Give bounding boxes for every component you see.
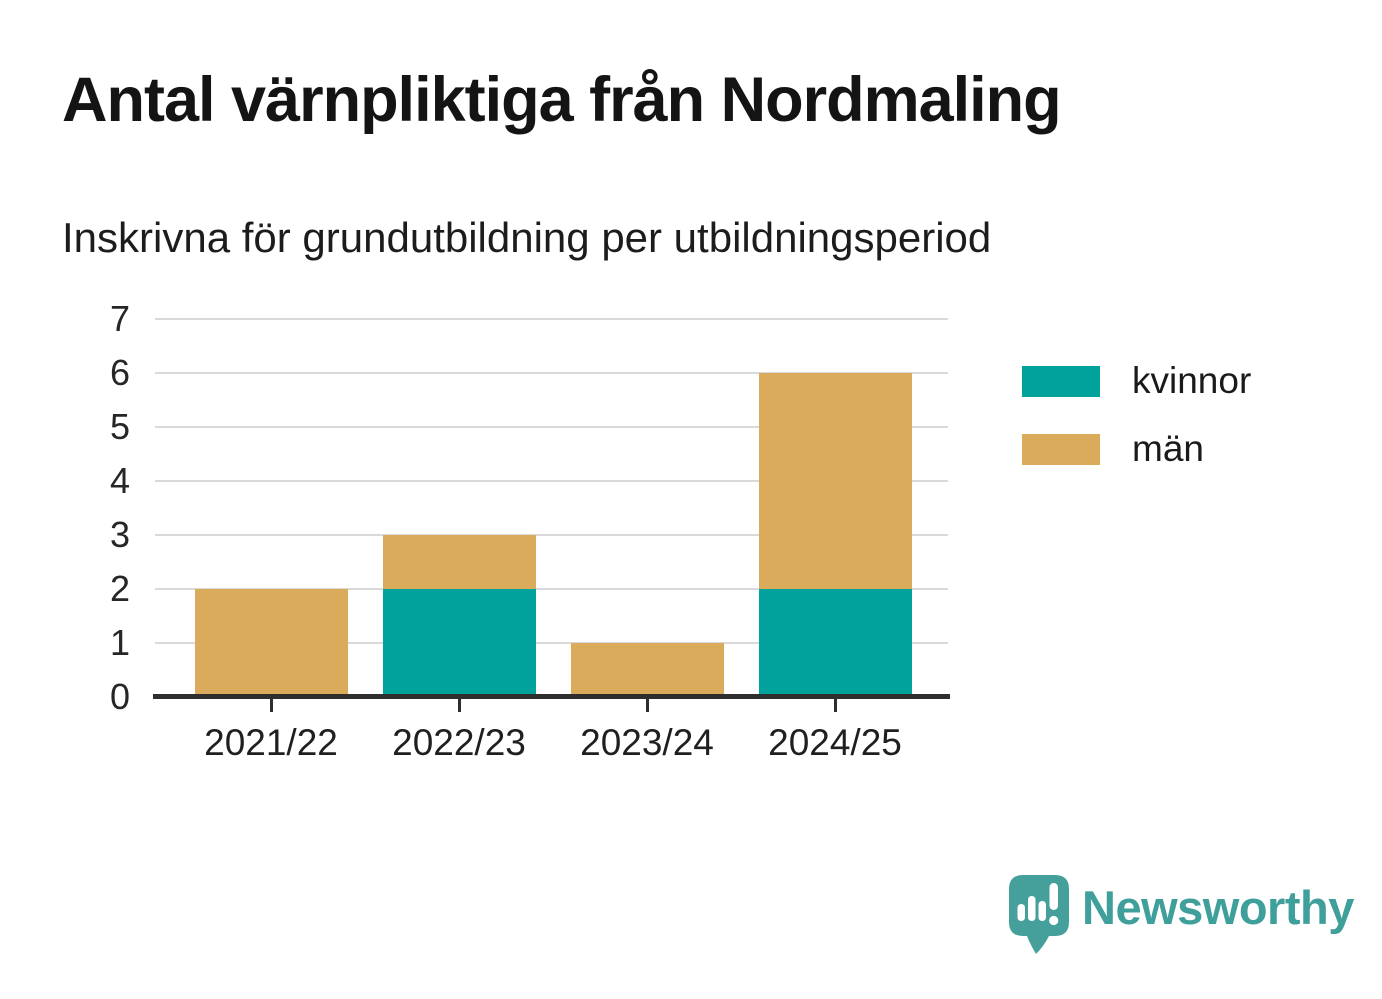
- y-axis-tick-label: 1: [109, 622, 130, 663]
- chart-subtitle: Inskrivna för grundutbildning per utbild…: [62, 214, 992, 261]
- bar-segment-kvinnor: [758, 589, 912, 697]
- y-axis-tick-label: 3: [109, 514, 130, 555]
- y-axis-tick-label: 2: [109, 568, 130, 609]
- legend-label: män: [1132, 428, 1204, 469]
- legend-swatch-icon: [1022, 433, 1100, 465]
- y-axis-tick-label: 0: [109, 676, 130, 717]
- x-axis-tick: [833, 699, 837, 712]
- gridline: [155, 372, 948, 374]
- x-axis-tick-label: 2024/25: [768, 722, 902, 763]
- bar-segment-män: [758, 373, 912, 589]
- x-axis-line: [153, 694, 950, 699]
- legend-item: män: [1022, 428, 1251, 470]
- bar-segment-män: [382, 535, 536, 589]
- legend-item: kvinnor: [1022, 360, 1251, 402]
- newsworthy-logo-icon: [1009, 875, 1069, 954]
- y-axis-tick-label: 7: [109, 298, 130, 339]
- brand-name: Newsworthy: [1082, 881, 1354, 934]
- gridline: [155, 480, 948, 482]
- legend: kvinnor män: [1022, 360, 1251, 470]
- chart-title: Antal värnpliktiga från Nordmaling: [62, 65, 1062, 135]
- brand-footer: Newsworthy: [1008, 874, 1354, 960]
- legend-swatch-icon: [1022, 365, 1100, 397]
- gridline: [155, 642, 948, 644]
- x-axis-tick-label: 2023/24: [580, 722, 714, 763]
- gridline: [155, 318, 948, 320]
- y-axis-tick-label: 6: [109, 352, 130, 393]
- x-axis-tick-label: 2021/22: [204, 722, 338, 763]
- legend-label: kvinnor: [1132, 360, 1252, 401]
- gridline: [155, 534, 948, 536]
- gridline: [155, 426, 948, 428]
- bar-segment-män: [570, 643, 724, 697]
- bar-segment-män: [194, 589, 348, 697]
- x-axis-tick: [269, 699, 273, 712]
- bar-segment-kvinnor: [382, 589, 536, 697]
- x-axis-tick: [457, 699, 461, 712]
- x-axis-tick: [645, 699, 649, 712]
- y-axis-tick-label: 4: [109, 460, 130, 501]
- y-axis-tick-label: 5: [109, 406, 130, 447]
- x-axis-tick-label: 2022/23: [392, 722, 526, 763]
- gridline: [155, 588, 948, 590]
